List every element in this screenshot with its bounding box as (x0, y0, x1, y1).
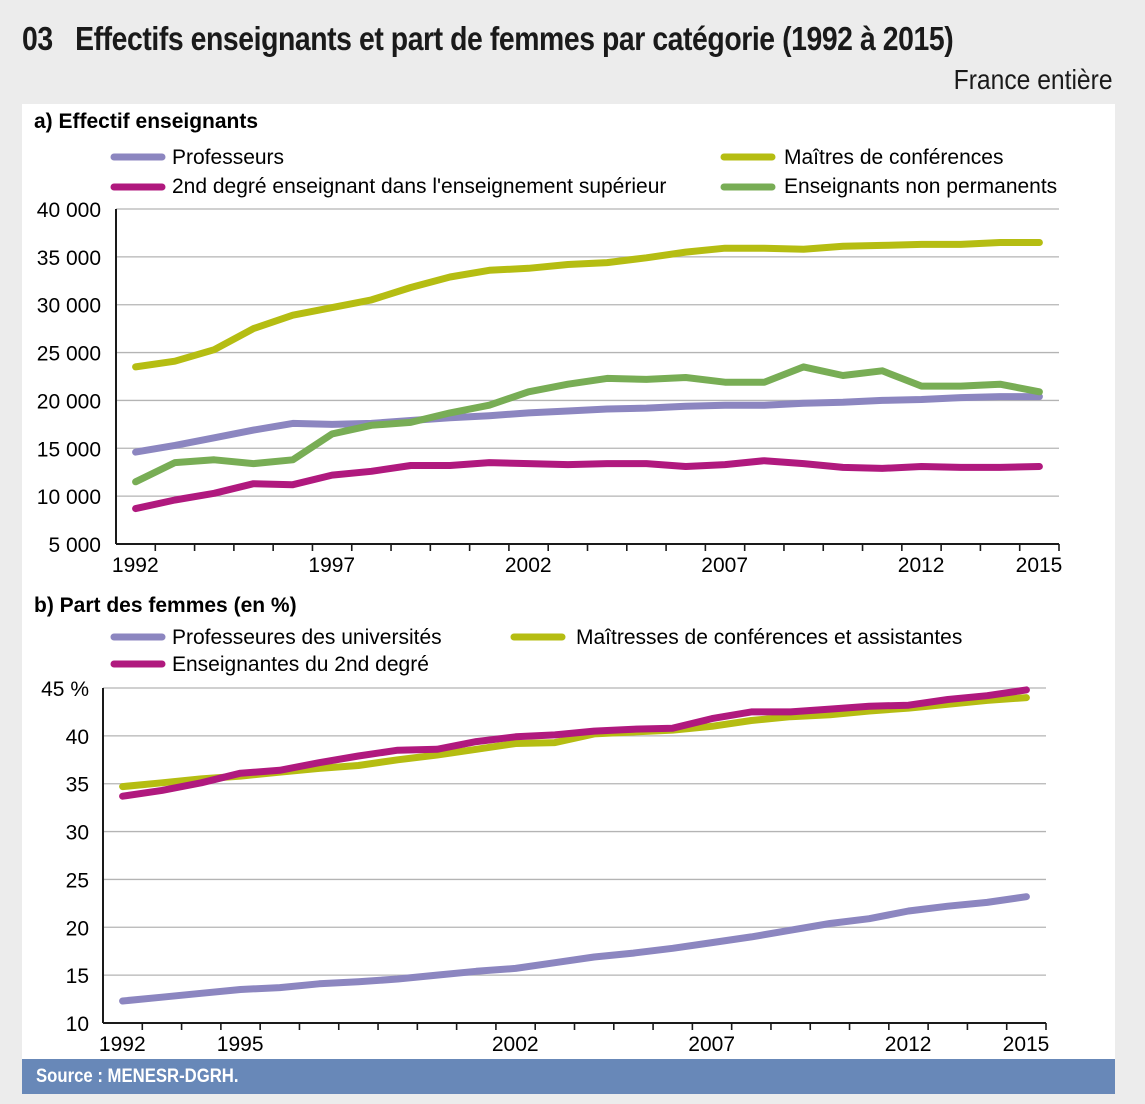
x-tick-label: 2012 (898, 554, 945, 577)
y-tick-label: 40 (66, 726, 89, 749)
x-tick-label: 2015 (1016, 554, 1063, 577)
y-tick-label: 20 (66, 917, 89, 940)
chart-b-title: b) Part des femmes (en %) (34, 594, 297, 617)
series-line-professeures-des-universites (119, 893, 1030, 1005)
y-tick-label: 25 000 (37, 343, 101, 366)
x-tick-label: 1992 (99, 1033, 146, 1056)
legend-label-professeurs: Professeurs (172, 146, 284, 169)
series-line-2nd-degre-enseignant-dans-l-enseignement-superieur (132, 457, 1043, 513)
y-tick-label: 40 000 (37, 199, 101, 222)
legend-label-non-permanents: Enseignants non permanents (784, 175, 1057, 198)
series-line-maitres-de-conferences (132, 239, 1043, 371)
x-tick-label: 2007 (701, 554, 748, 577)
y-tick-label: 30 (66, 822, 89, 845)
y-tick-label: 5 000 (48, 534, 101, 557)
series-line-enseignantes-du-2nd-degre (119, 686, 1030, 800)
legend-label-2nd-degre: 2nd degré enseignant dans l'enseignement… (172, 175, 666, 198)
figure-number: 03 (22, 20, 53, 57)
chart-b-legend: Professeures des universités Enseignante… (110, 626, 962, 676)
chart-a-title: a) Effectif enseignants (34, 110, 258, 133)
legend-label-maitres-conferences: Maîtres de conférences (784, 146, 1003, 169)
chart-a-plot: 40 000 35 000 30 000 25 000 20 000 15 000 10 0… (37, 199, 1063, 577)
y-tick-label: 10 (66, 1013, 89, 1036)
chart-a-legend: Professeurs 2nd degré enseignant dans l'… (110, 146, 1057, 198)
series-line-professeurs (132, 393, 1043, 456)
y-tick-label: 25 (66, 869, 89, 892)
figure-title: 03 Effectifs enseignants et part de femm… (22, 20, 954, 58)
x-tick-label: 1995 (217, 1033, 264, 1056)
figure-title-text: Effectifs enseignants et part de femmes … (75, 20, 954, 57)
source-bar: Source : MENESR-DGRH. (22, 1059, 1115, 1094)
y-tick-label: 10 000 (37, 486, 101, 509)
x-tick-label: 2015 (1003, 1033, 1050, 1056)
x-tick-label: 2012 (885, 1033, 932, 1056)
legend-label-maitresses-conferences: Maîtresses de conférences et assistantes (576, 626, 962, 649)
legend-label-enseignantes-2nd-degre: Enseignantes du 2nd degré (172, 653, 429, 676)
y-tick-label: 15 (66, 965, 89, 988)
y-tick-label: 45 % (41, 678, 89, 701)
x-tick-label: 1992 (112, 554, 159, 577)
figure-subtitle: France entière (954, 64, 1113, 95)
y-tick-label: 15 000 (37, 438, 101, 461)
y-tick-label: 30 000 (37, 295, 101, 318)
series-line-enseignants-non-permanents (132, 363, 1043, 486)
x-tick-label: 2002 (505, 554, 552, 577)
x-tick-label: 2007 (688, 1033, 735, 1056)
y-tick-label: 35 000 (37, 247, 101, 270)
y-tick-label: 20 000 (37, 390, 101, 413)
source-text: Source : MENESR-DGRH. (36, 1066, 239, 1087)
x-tick-label: 2002 (492, 1033, 539, 1056)
legend-label-professeures: Professeures des universités (172, 626, 442, 649)
y-tick-label: 35 (66, 774, 89, 797)
x-tick-label: 1997 (308, 554, 355, 577)
